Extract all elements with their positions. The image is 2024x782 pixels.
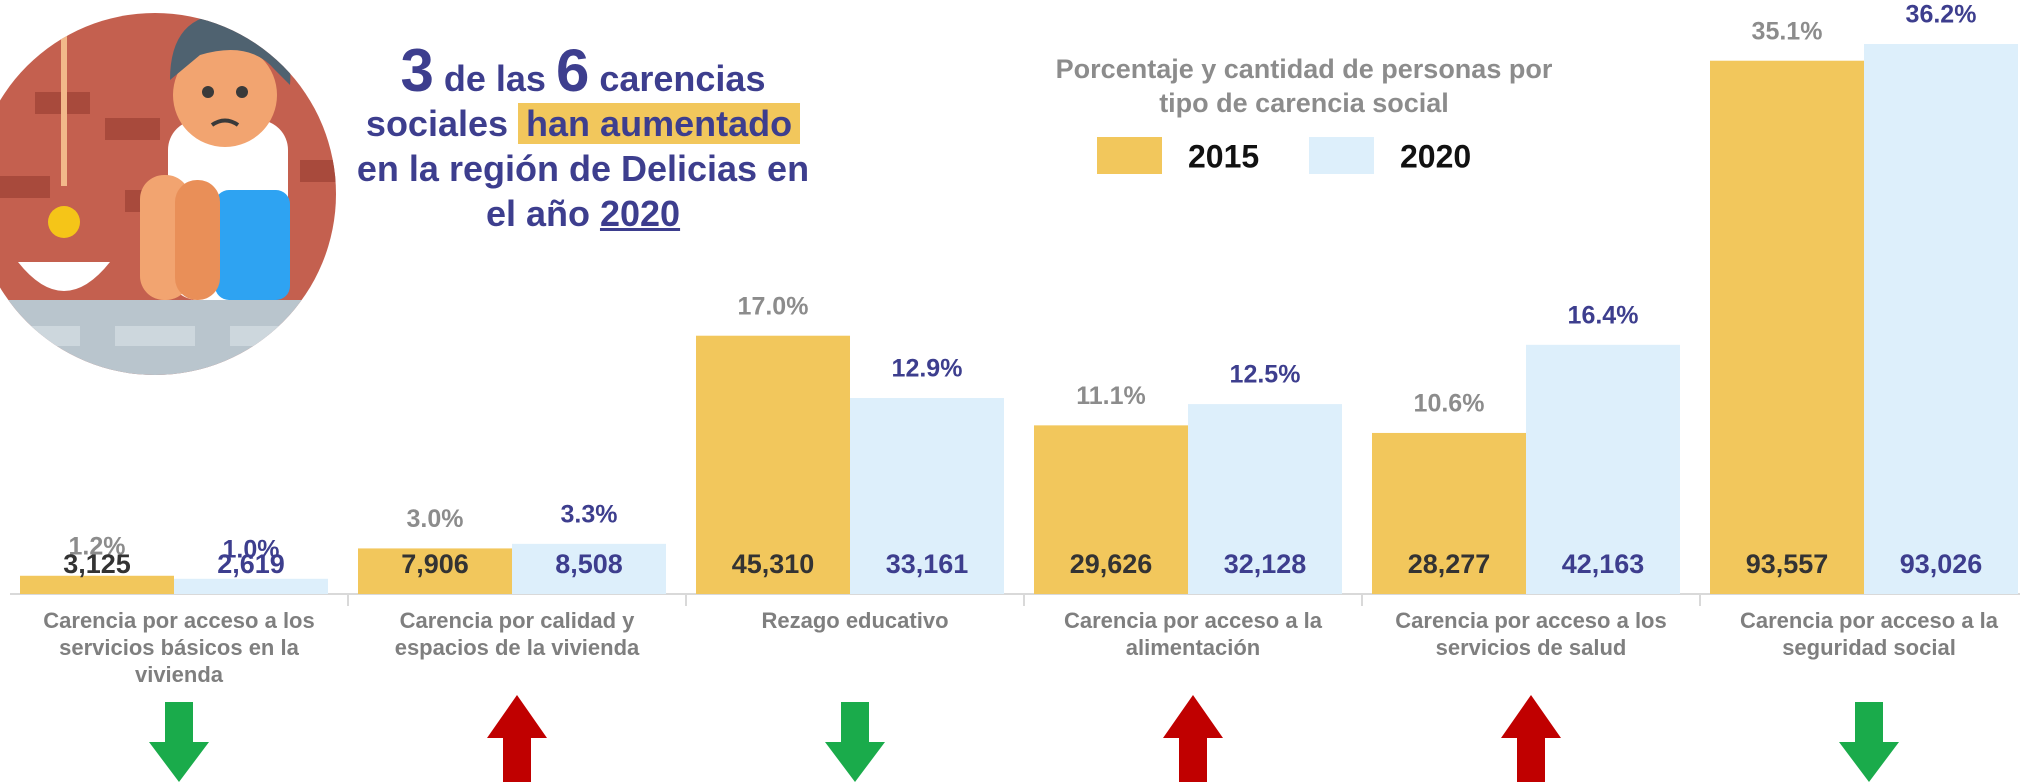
- count-label: 93,557: [1746, 549, 1829, 579]
- headline-highlight: han aumentado: [518, 103, 800, 144]
- headline-line: sociales han aumentado: [340, 101, 826, 146]
- legend-swatch: [1097, 137, 1162, 174]
- headline-line: 3 de las 6 carencias: [340, 48, 826, 101]
- arrow-up: [1163, 695, 1223, 782]
- count-label: 7,906: [401, 549, 469, 579]
- value-label: 11.1%: [1076, 382, 1146, 410]
- headline-line: en la región de Delicias en: [340, 146, 826, 191]
- count-label: 8,508: [555, 549, 623, 579]
- arrow-down: [149, 702, 209, 782]
- bar: [174, 579, 328, 594]
- headline-number: 6: [556, 37, 589, 104]
- x-tick-label: Rezago educativo: [695, 607, 1015, 634]
- count-label: 93,026: [1900, 549, 1983, 579]
- arrow-up: [487, 695, 547, 782]
- count-label: 2,619: [217, 549, 285, 579]
- count-label: 33,161: [886, 549, 969, 579]
- arrow-down: [825, 702, 885, 782]
- value-label: 12.5%: [1230, 361, 1301, 389]
- count-label: 28,277: [1408, 549, 1491, 579]
- headline-text: carencias: [589, 58, 765, 99]
- headline-text: el año: [486, 193, 600, 234]
- legend-swatch: [1309, 137, 1374, 174]
- value-label: 36.2%: [1906, 1, 1977, 29]
- headline-number: 3: [401, 37, 434, 104]
- legend-label: 2015: [1188, 138, 1259, 174]
- x-tick-label: Carencia por acceso a los servicios bási…: [19, 607, 339, 688]
- count-label: 42,163: [1562, 549, 1645, 579]
- chart-title: Porcentaje y cantidad de personas por ti…: [1034, 52, 1574, 120]
- illustration: [0, 0, 370, 390]
- value-label: 10.6%: [1414, 390, 1485, 418]
- x-tick-label: Carencia por acceso a los servicios de s…: [1371, 607, 1691, 661]
- count-label: 3,125: [63, 549, 131, 579]
- headline-year: 2020: [600, 193, 680, 234]
- headline-text: de las: [434, 58, 556, 99]
- value-label: 17.0%: [738, 292, 809, 320]
- arrow-up: [1501, 695, 1561, 782]
- arrow-down: [1839, 702, 1899, 782]
- bar: [1710, 61, 1864, 594]
- x-tick-label: Carencia por acceso a la seguridad socia…: [1709, 607, 2024, 661]
- value-label: 12.9%: [892, 355, 963, 383]
- headline: 3 de las 6 carencias sociales han aument…: [340, 48, 826, 236]
- headline-line: el año 2020: [340, 191, 826, 236]
- headline-text: sociales: [366, 103, 508, 144]
- count-label: 32,128: [1224, 549, 1307, 579]
- legend-label: 2020: [1400, 138, 1471, 174]
- x-tick-label: Carencia por acceso a la alimentación: [1033, 607, 1353, 661]
- value-label: 3.0%: [407, 505, 464, 533]
- bar: [1864, 44, 2018, 594]
- headline-text: en la región de Delicias en: [357, 148, 809, 189]
- value-label: 16.4%: [1568, 301, 1639, 329]
- count-label: 45,310: [732, 549, 815, 579]
- count-label: 29,626: [1070, 549, 1153, 579]
- value-label: 3.3%: [561, 500, 618, 528]
- page: {"headline": [["3", " de las ", "6", " c…: [0, 0, 2024, 782]
- x-tick-label: Carencia por calidad y espacios de la vi…: [357, 607, 677, 661]
- value-label: 35.1%: [1752, 17, 1823, 45]
